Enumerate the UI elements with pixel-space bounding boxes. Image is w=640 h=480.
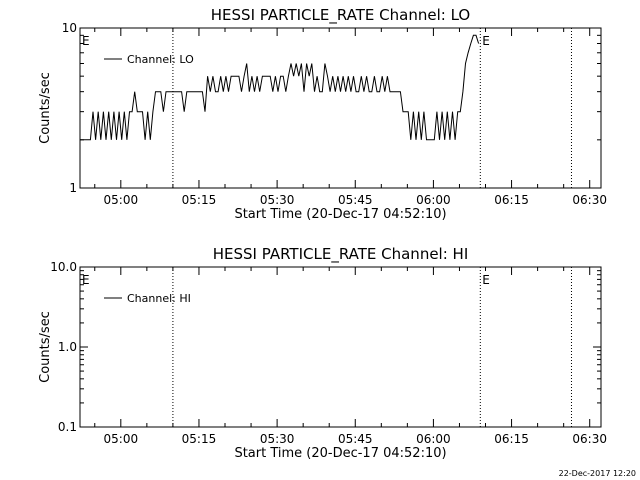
x-tick-label: 05:30 [260,193,295,207]
footer-timestamp: 22-Dec-2017 12:20 [559,469,636,478]
x-tick-label: 06:15 [494,193,529,207]
lo-channel-panel: HESSI PARTICLE_RATE Channel: LO 05:00 05:1… [38,6,607,222]
legend-label: Channel: HI [127,292,191,305]
x-tick-label: 06:00 [416,432,451,446]
x-tick-label: 05:15 [182,432,217,446]
y-tick-label: 1.0 [58,340,77,354]
series-line-channel-lo [80,34,480,141]
x-tick-label: 05:45 [338,432,373,446]
y-axis-label: Counts/sec [38,72,53,144]
plot-frame [79,266,602,428]
x-tick-label: 06:15 [494,432,529,446]
edge-marker-label: E [82,34,90,48]
x-tick-label: 05:15 [182,193,217,207]
x-tick-label: 06:00 [416,193,451,207]
y-tick-label: 10 [62,21,77,35]
edge-marker-label: E [82,273,90,287]
y-tick-label: 1 [69,181,77,195]
x-axis-label: Start Time (20-Dec-17 04:52:10) [234,446,446,461]
x-tick-label: 06:30 [572,193,607,207]
y-tick-label: 10.0 [50,260,77,274]
hi-channel-panel: HESSI PARTICLE_RATE Channel: HI 05:00 05:1… [38,245,607,461]
legend-label: Channel: LO [127,53,194,66]
event-marker-label: E [482,273,490,287]
x-tick-label: 05:00 [104,432,139,446]
x-tick-label: 05:30 [260,432,295,446]
x-tick-label: 05:45 [338,193,373,207]
y-axis-label: Counts/sec [38,311,53,383]
event-marker-label: E [482,34,490,48]
x-axis-label: Start Time (20-Dec-17 04:52:10) [234,207,446,222]
plot-frame [79,27,602,189]
chart-title: HESSI PARTICLE_RATE Channel: LO [211,6,470,25]
x-tick-label: 06:30 [572,432,607,446]
x-tick-label: 05:00 [104,193,139,207]
y-tick-label: 0.1 [58,420,77,434]
chart-title: HESSI PARTICLE_RATE Channel: HI [213,245,469,264]
